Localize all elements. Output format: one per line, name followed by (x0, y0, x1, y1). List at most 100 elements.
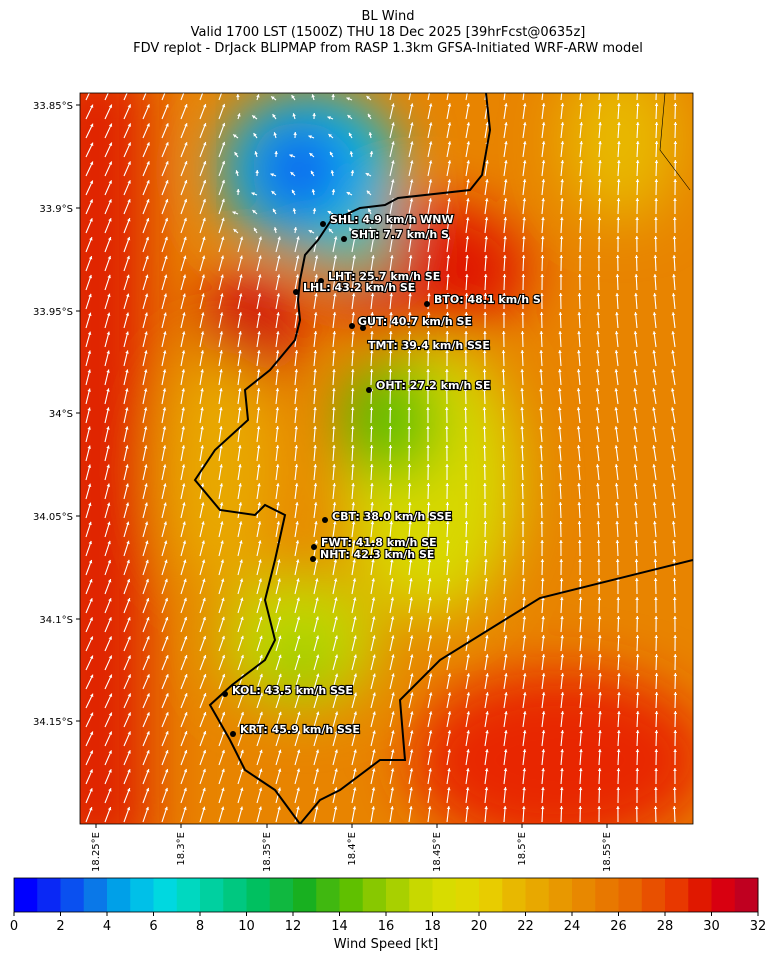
colorbar-bin (502, 878, 526, 912)
wind-arrow-head (485, 84, 489, 87)
colorbar-bin (200, 878, 224, 912)
wind-arrow-head (561, 84, 565, 87)
wind-arrow-head (673, 84, 677, 87)
colorbar-bin (386, 878, 410, 912)
colorbar-bin (526, 878, 550, 912)
wind-arrow-head (617, 84, 621, 87)
colorbar-tick-label: 2 (56, 919, 64, 934)
lat-tick-label: 34.15°S (33, 717, 73, 728)
station-label: KOL: 43.5 km/h SSE (232, 684, 353, 697)
wind-arrow-head (598, 84, 602, 87)
station-dot (366, 387, 372, 393)
colorbar-bin (619, 878, 643, 912)
colorbar-bin (409, 878, 433, 912)
station-dot (322, 517, 328, 523)
station-label: OHT: 27.2 km/h SE (376, 379, 491, 392)
colorbar-bin (712, 878, 736, 912)
wind-arrow-head (128, 85, 131, 88)
colorbar-tick-label: 16 (378, 919, 395, 934)
map-field (40, 60, 710, 860)
station-label: TMT: 39.4 km/h SSE (368, 339, 490, 352)
station-label: LHL: 43.2 km/h SE (303, 281, 415, 294)
lon-tick-label: 18.5°E (517, 832, 528, 866)
station-dot (293, 289, 299, 295)
colorbar-tick-label: 22 (517, 919, 534, 934)
station-dot (230, 731, 236, 737)
colorbar-tick-label: 28 (657, 919, 674, 934)
wind-arrow-head (184, 85, 187, 88)
colorbar-tick-label: 12 (285, 919, 302, 934)
colorbar-bin (665, 878, 689, 912)
lat-tick-label: 33.85°S (33, 101, 73, 112)
wind-arrow-head (146, 85, 149, 88)
colorbar-tick-label: 24 (564, 919, 581, 934)
colorbar-bin (549, 878, 573, 912)
station-label: CBT: 38.0 km/h SSE (332, 510, 452, 523)
lon-tick-label: 18.25°E (91, 832, 102, 872)
lon-tick-label: 18.45°E (432, 832, 443, 872)
colorbar-tick-label: 18 (424, 919, 441, 934)
station-dot (222, 691, 228, 697)
station-label: BTO: 48.1 km/h S (434, 293, 541, 306)
colorbar-tick-label: 14 (331, 919, 348, 934)
colorbar-bin (223, 878, 247, 912)
colorbar-tick-label: 10 (238, 919, 255, 934)
colorbar-bin (363, 878, 387, 912)
wind-arrow-head (391, 84, 395, 87)
lon-tick-label: 18.55°E (602, 832, 613, 872)
colorbar-bin (433, 878, 457, 912)
colorbar-bin (154, 878, 178, 912)
colorbar-bin (130, 878, 154, 912)
wind-arrow-head (523, 84, 527, 87)
lon-tick-label: 18.4°E (347, 832, 358, 866)
station-label: SHL: 4.9 km/h WNW (330, 213, 454, 226)
lat-tick-label: 34.1°S (39, 615, 73, 626)
wind-arrow (637, 84, 638, 100)
colorbar-bin (14, 878, 38, 912)
wind-arrow-head (429, 84, 433, 87)
lat-tick-label: 34°S (49, 409, 73, 420)
lon-tick-label: 18.35°E (262, 832, 273, 872)
colorbar-bin (107, 878, 131, 912)
colorbar-bin (270, 878, 294, 912)
station-label: GUT: 40.7 km/h SE (358, 315, 472, 328)
lat-tick-label: 33.95°S (33, 307, 73, 318)
colorbar-bin (37, 878, 61, 912)
colorbar-bin (572, 878, 596, 912)
station-label: NHT: 42.3 km/h SE (320, 548, 434, 561)
station-label: SHT: 7.7 km/h S (351, 228, 449, 241)
colorbar-tick-label: 32 (750, 919, 767, 934)
colorbar-tick-label: 8 (196, 919, 204, 934)
wind-arrow-head (504, 84, 508, 87)
wind-arrow-head (655, 84, 659, 87)
colorbar-bin (84, 878, 108, 912)
wind-arrow-head (222, 85, 225, 88)
colorbar-tick-label: 26 (610, 919, 627, 934)
colorbar-bin (479, 878, 503, 912)
colorbar-bin (247, 878, 271, 912)
wind-arrow-head (165, 85, 168, 88)
title-line: Valid 1700 LST (1500Z) THU 18 Dec 2025 [… (191, 25, 586, 40)
wind-arrow-head (203, 85, 206, 88)
station-dot (349, 323, 355, 329)
colorbar-tick-label: 6 (149, 919, 157, 934)
colorbar-bin (595, 878, 619, 912)
lon-tick-label: 18.3°E (176, 832, 187, 866)
colorbar-bin (177, 878, 201, 912)
station-dot (320, 221, 326, 227)
wind-arrow-head (466, 84, 470, 87)
station-dot (310, 556, 316, 562)
title-line: BL Wind (362, 9, 415, 24)
wind-arrow-head (90, 86, 93, 89)
wind-arrow-head (448, 84, 452, 87)
lat-tick-label: 34.05°S (33, 512, 73, 523)
colorbar-bin (293, 878, 317, 912)
colorbar-tick-label: 4 (103, 919, 111, 934)
colorbar-bin (456, 878, 480, 912)
lat-tick-label: 33.9°S (39, 204, 73, 215)
wind-arrow-head (636, 84, 640, 87)
wind-arrow-head (542, 84, 546, 87)
wind-arrow-head (579, 84, 583, 87)
